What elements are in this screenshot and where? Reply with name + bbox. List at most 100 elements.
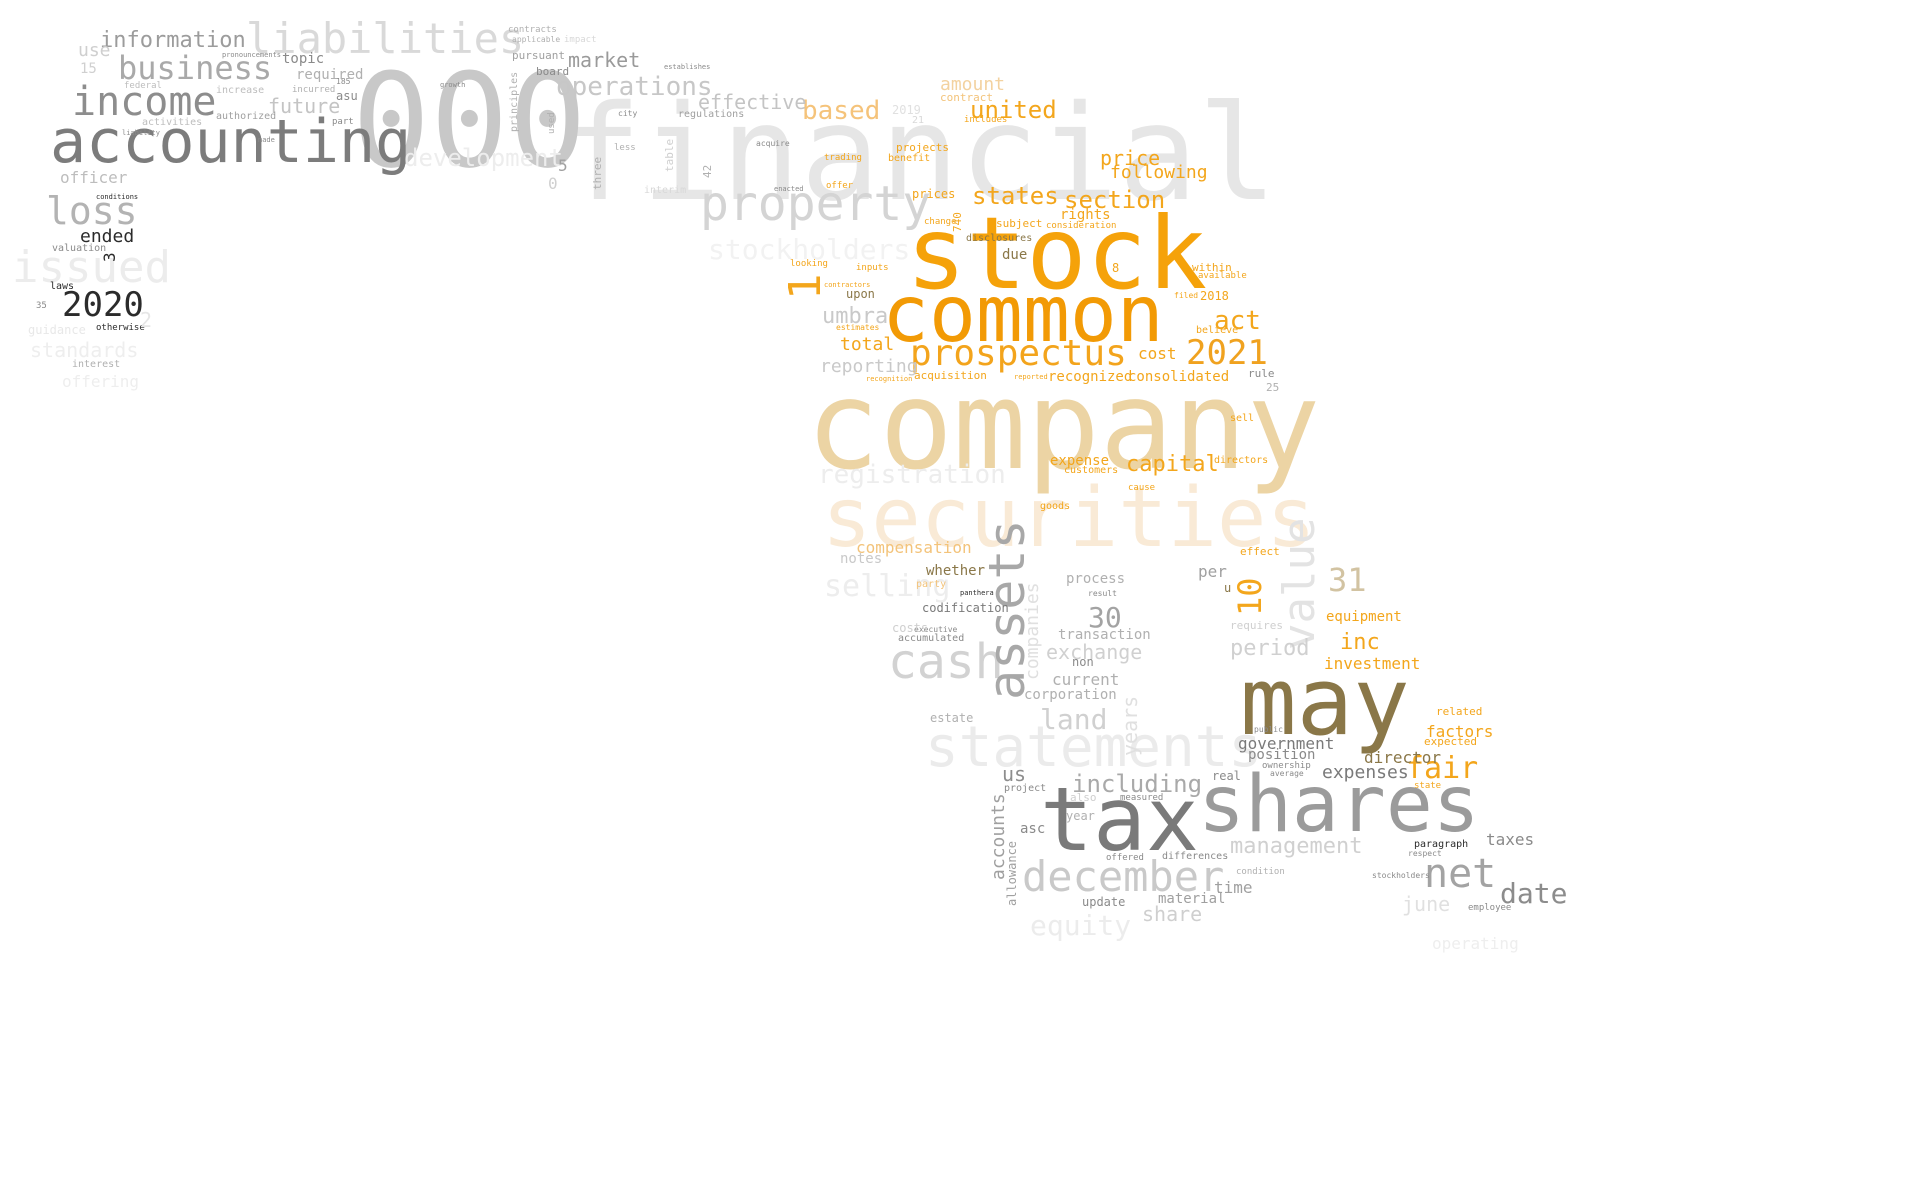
word-securities: securities xyxy=(822,471,1316,566)
word-companies: companies xyxy=(1022,582,1043,680)
word-development: development xyxy=(404,144,563,172)
word-director: director xyxy=(1364,748,1442,767)
word-8: 8 xyxy=(1112,261,1120,275)
word-prospectus: prospectus xyxy=(910,333,1127,374)
word-establishes: establishes xyxy=(664,63,711,71)
word-available: available xyxy=(1198,271,1247,281)
word-inc: inc xyxy=(1340,630,1380,655)
word-offered: offered xyxy=(1106,853,1144,863)
word-information: information xyxy=(100,28,246,53)
word-government: government xyxy=(1238,734,1335,753)
word-effective: effective xyxy=(698,90,807,114)
word-years: years xyxy=(1118,695,1142,756)
word-process: process xyxy=(1066,571,1126,587)
word-cause: cause xyxy=(1128,483,1156,493)
word-3: 3 xyxy=(100,252,119,262)
word-project: project xyxy=(1004,783,1047,794)
word-business: business xyxy=(118,49,273,87)
word-taxes: taxes xyxy=(1486,830,1535,849)
word-2020: 2020 xyxy=(62,285,144,325)
word-principles: principles xyxy=(509,71,520,132)
word-42: 42 xyxy=(701,164,714,178)
word-expected: expected xyxy=(1424,735,1477,748)
word-use: use xyxy=(78,40,111,61)
word-contracts: contracts xyxy=(508,25,557,35)
word-board: board xyxy=(536,65,570,78)
word-15: 15 xyxy=(80,61,97,77)
word-price: price xyxy=(1100,146,1161,170)
word-applicable: applicable xyxy=(512,35,561,44)
word-update: update xyxy=(1082,895,1126,909)
word-share: share xyxy=(1142,902,1203,926)
word-directors: directors xyxy=(1214,455,1269,466)
word-30: 30 xyxy=(1088,601,1122,634)
word-within: within xyxy=(1192,261,1232,274)
word-equipment: equipment xyxy=(1326,609,1402,625)
word-customers: customers xyxy=(1064,465,1119,476)
word-december: december xyxy=(1022,852,1225,901)
word-requires: requires xyxy=(1230,619,1283,632)
word-net: net xyxy=(1424,851,1497,897)
word-guidance: guidance xyxy=(28,323,86,337)
word-measured: measured xyxy=(1120,793,1164,803)
word-estate: estate xyxy=(930,711,974,725)
word-consolidated: consolidated xyxy=(1128,369,1230,385)
word-prices: prices xyxy=(912,187,956,201)
word-position: position xyxy=(1248,747,1316,763)
word-corporation: corporation xyxy=(1024,687,1117,703)
word-condition: condition xyxy=(1236,867,1285,877)
word-interest: interest xyxy=(72,359,121,370)
word-panthera: panthera xyxy=(960,589,994,597)
word-based: based xyxy=(802,96,881,126)
word-capital: capital xyxy=(1126,452,1219,477)
word-result: result xyxy=(1088,589,1117,598)
word-expenses: expenses xyxy=(1322,762,1409,783)
word-inputs: inputs xyxy=(856,263,889,273)
word-laws: laws xyxy=(50,281,75,292)
word-acquire: acquire xyxy=(756,139,790,148)
word-per: per xyxy=(1198,562,1227,581)
word-benefit: benefit xyxy=(888,153,931,164)
word-june: june xyxy=(1402,892,1451,916)
word-investment: investment xyxy=(1324,654,1421,673)
word-part: part xyxy=(332,117,354,127)
word-accumulated: accumulated xyxy=(898,633,965,644)
word-impact: impact xyxy=(564,35,597,45)
word-financial: financial xyxy=(562,77,1278,231)
word-non: non xyxy=(1072,655,1094,669)
word-related: related xyxy=(1436,705,1483,718)
word-pronouncements: pronouncements xyxy=(222,51,282,59)
word-united: united xyxy=(970,96,1057,124)
word-cost: cost xyxy=(1138,344,1177,363)
word-subject: subject xyxy=(996,217,1043,230)
word-contractors: contractors xyxy=(824,281,871,289)
word-loss: loss xyxy=(46,189,138,233)
word-u: u xyxy=(1224,581,1232,595)
word-section: section xyxy=(1064,186,1166,214)
word-activities: activities xyxy=(142,117,203,128)
word-management: management xyxy=(1230,834,1363,859)
word-year: year xyxy=(1066,809,1095,823)
word-paragraph: paragraph xyxy=(1414,839,1469,850)
word-public: public xyxy=(1254,725,1283,734)
word-enacted: enacted xyxy=(774,185,804,193)
word-amount: amount xyxy=(940,74,1006,95)
word-offering: offering xyxy=(62,372,140,391)
word-used: used xyxy=(547,112,557,134)
word-recognition: recognition xyxy=(866,375,913,383)
word-market: market xyxy=(568,48,641,72)
word-topic: topic xyxy=(282,51,325,67)
word-cash: cash xyxy=(888,634,1004,690)
word-real: real xyxy=(1212,769,1241,783)
word-land: land xyxy=(1040,703,1108,736)
word-property: property xyxy=(700,176,932,232)
word-pursuant: pursuant xyxy=(512,49,565,62)
word-company: company xyxy=(806,355,1321,497)
word-conditions: conditions xyxy=(96,193,139,201)
word-35: 35 xyxy=(36,301,47,311)
word-25: 25 xyxy=(1266,381,1280,394)
word-185: 185 xyxy=(336,77,351,86)
word-000: 000 xyxy=(352,45,587,197)
word-three: three xyxy=(591,156,604,190)
word-stockholders-small: stockholders xyxy=(1372,871,1430,880)
